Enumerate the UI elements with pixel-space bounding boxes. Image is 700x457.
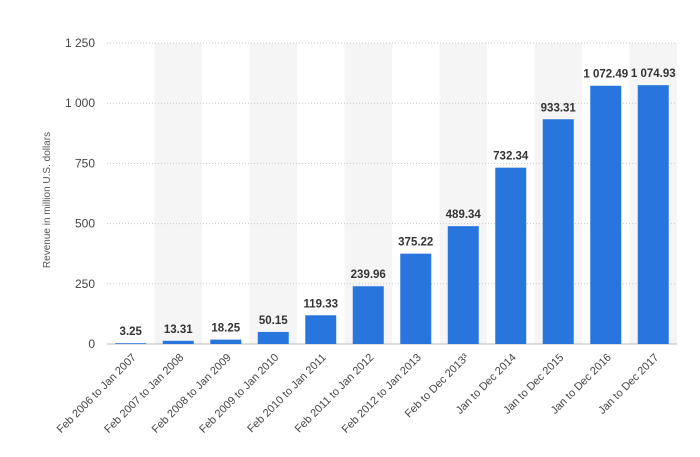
- bar: [542, 119, 574, 345]
- y-tick-label: 1 000: [65, 96, 95, 110]
- y-tick-label: 750: [75, 156, 95, 170]
- x-tick-label: Feb 2010 to Jan 2011: [245, 352, 329, 436]
- data-label: 489.34: [446, 209, 482, 221]
- data-label: 50.15: [259, 315, 288, 327]
- x-tick-label: Feb 2008 to Jan 2009: [150, 352, 234, 436]
- bar: [257, 331, 289, 344]
- data-label: 3.25: [120, 326, 143, 338]
- bar: [162, 340, 194, 344]
- data-label: 933.31: [541, 102, 577, 114]
- bar: [210, 339, 242, 344]
- data-label: 1 072.49: [583, 69, 628, 81]
- background-band: [154, 43, 202, 344]
- bar: [305, 315, 337, 344]
- x-tick-label: Feb 2012 to Jan 2013: [340, 352, 424, 436]
- data-label: 18.25: [211, 323, 240, 335]
- data-label: 1 074.93: [631, 68, 676, 80]
- data-label: 13.31: [164, 324, 193, 336]
- bar: [352, 286, 384, 344]
- data-label: 119.33: [303, 298, 338, 310]
- y-tick-label: 500: [75, 217, 95, 231]
- y-axis-title: Revenue in million U.S. dollars: [42, 132, 53, 268]
- y-tick-label: 1 250: [65, 36, 95, 50]
- y-tick-label: 250: [75, 277, 95, 291]
- x-tick-label: Feb 2009 to Jan 2010: [197, 352, 281, 436]
- x-tick-label: Feb 2006 to Jan 2007: [55, 352, 139, 436]
- bar: [447, 226, 479, 344]
- x-tick-label: Feb 2011 to Jan 2012: [293, 352, 377, 436]
- bar: [590, 85, 622, 344]
- bar: [637, 85, 669, 344]
- bar: [495, 167, 527, 344]
- data-label: 239.96: [351, 269, 386, 281]
- x-tick-label: Feb 2007 to Jan 2008: [102, 352, 186, 436]
- bar: [115, 343, 147, 344]
- background-band: [249, 43, 297, 344]
- data-label: 375.22: [398, 237, 433, 249]
- y-tick-label: 0: [88, 337, 95, 351]
- data-label: 732.34: [493, 151, 529, 163]
- bar: [400, 253, 432, 344]
